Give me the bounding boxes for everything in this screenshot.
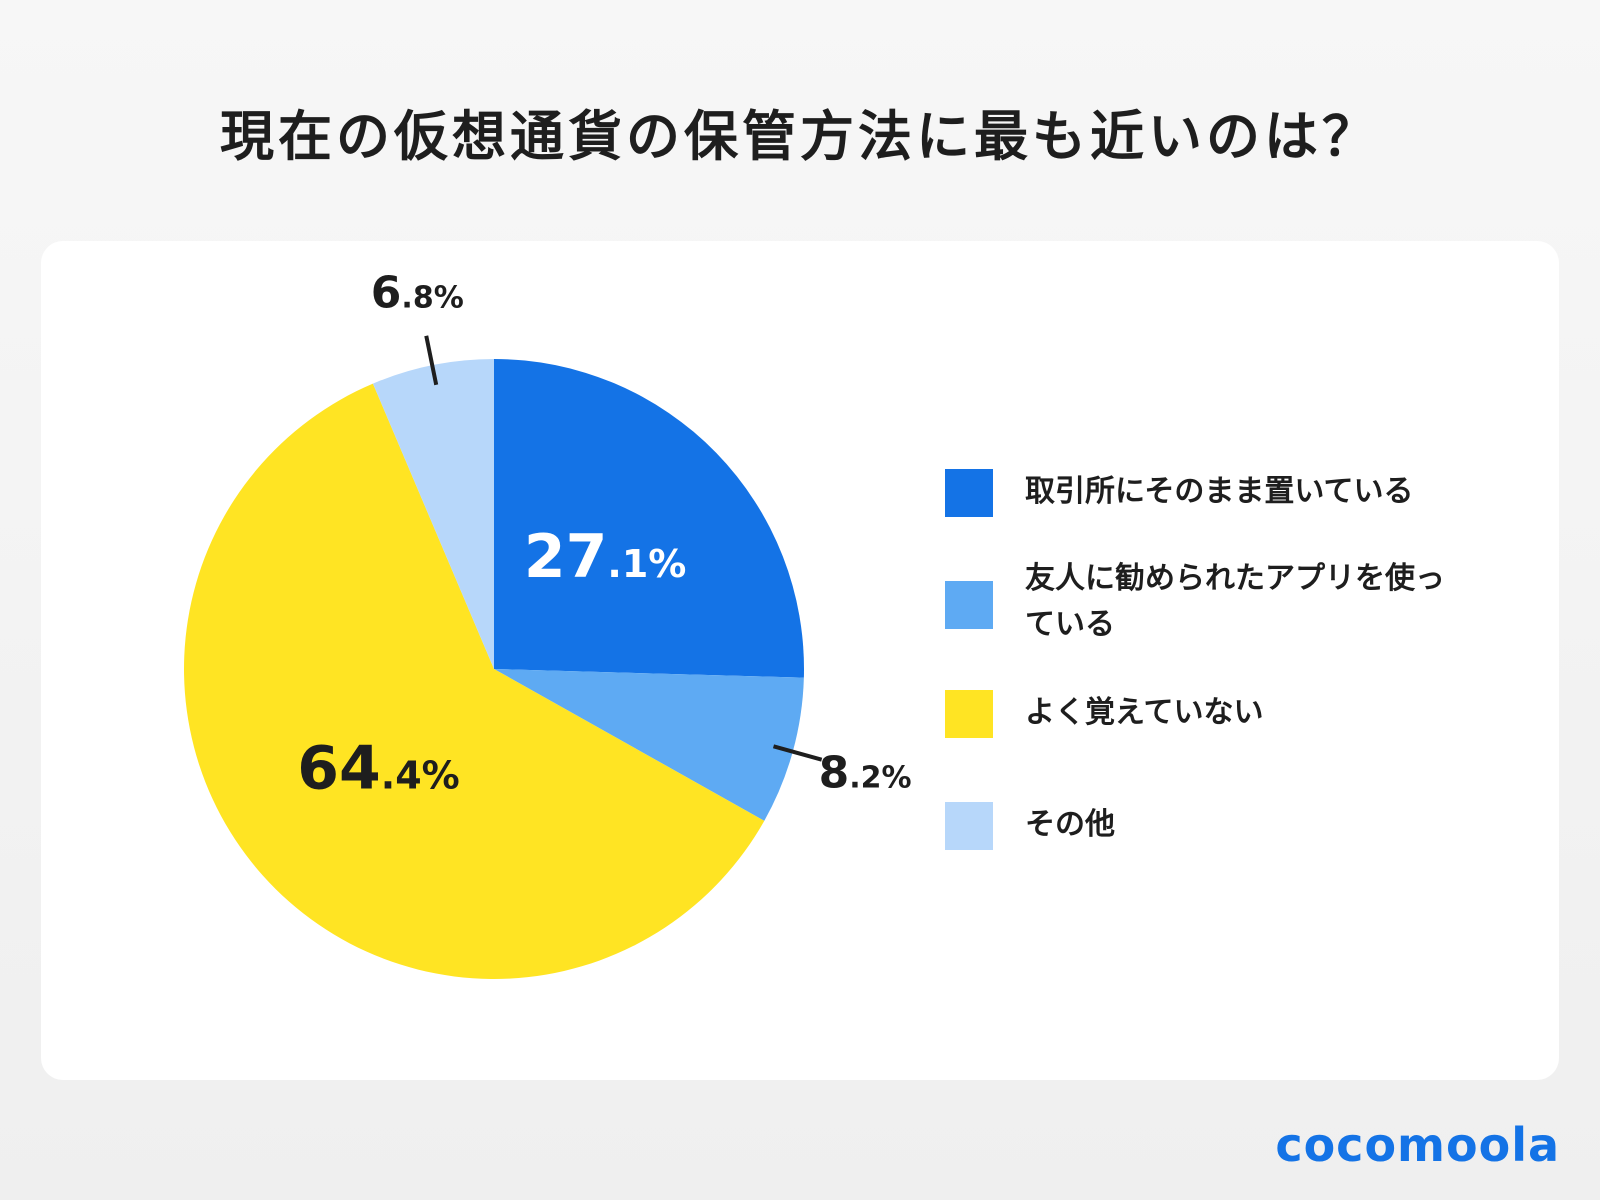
cocomoola-logo: cocomoola: [1275, 1118, 1560, 1172]
slice-other: [372, 359, 494, 669]
data-label-dec: .1%: [607, 542, 686, 586]
data-label: 27.1%: [524, 522, 686, 592]
legend-item-other: その他: [945, 802, 1465, 850]
leader-line: [772, 744, 823, 762]
data-label-dec: .2%: [849, 761, 911, 796]
data-label: 8.2%: [819, 748, 912, 799]
slice-app: [494, 669, 804, 821]
legend-label: その他: [1025, 807, 1115, 842]
data-label-int: 6: [371, 268, 402, 319]
legend-swatch: [945, 802, 993, 850]
legend-item-unknown: よく覚えていない: [945, 690, 1465, 738]
legend-item-app: 友人に勧められたアプリを使っている: [945, 556, 1445, 648]
chart-title: 現在の仮想通貨の保管方法に最も近いのは？: [220, 105, 1380, 168]
legend-label: 友人に勧められたアプリを使っている: [1025, 561, 1445, 642]
legend-swatch: [945, 581, 993, 629]
legend-label: 取引所にそのまま置いている: [1025, 474, 1414, 509]
data-label-int: 8: [819, 748, 850, 799]
data-label-int: 27: [524, 522, 608, 592]
legend-label: よく覚えていない: [1025, 695, 1264, 730]
slice-exchange: [494, 359, 804, 678]
data-label-dec: .4%: [381, 753, 460, 797]
data-label-int: 64: [297, 733, 381, 803]
slice-unknown: [183, 383, 765, 979]
data-label: 6.8%: [371, 268, 464, 319]
leader-line: [424, 335, 439, 386]
legend-swatch: [945, 690, 993, 738]
data-label: 64.4%: [297, 733, 459, 803]
legend-swatch: [945, 469, 993, 517]
legend-item-exchange: 取引所にそのまま置いている: [945, 469, 1465, 517]
data-label-dec: .8%: [401, 281, 463, 316]
